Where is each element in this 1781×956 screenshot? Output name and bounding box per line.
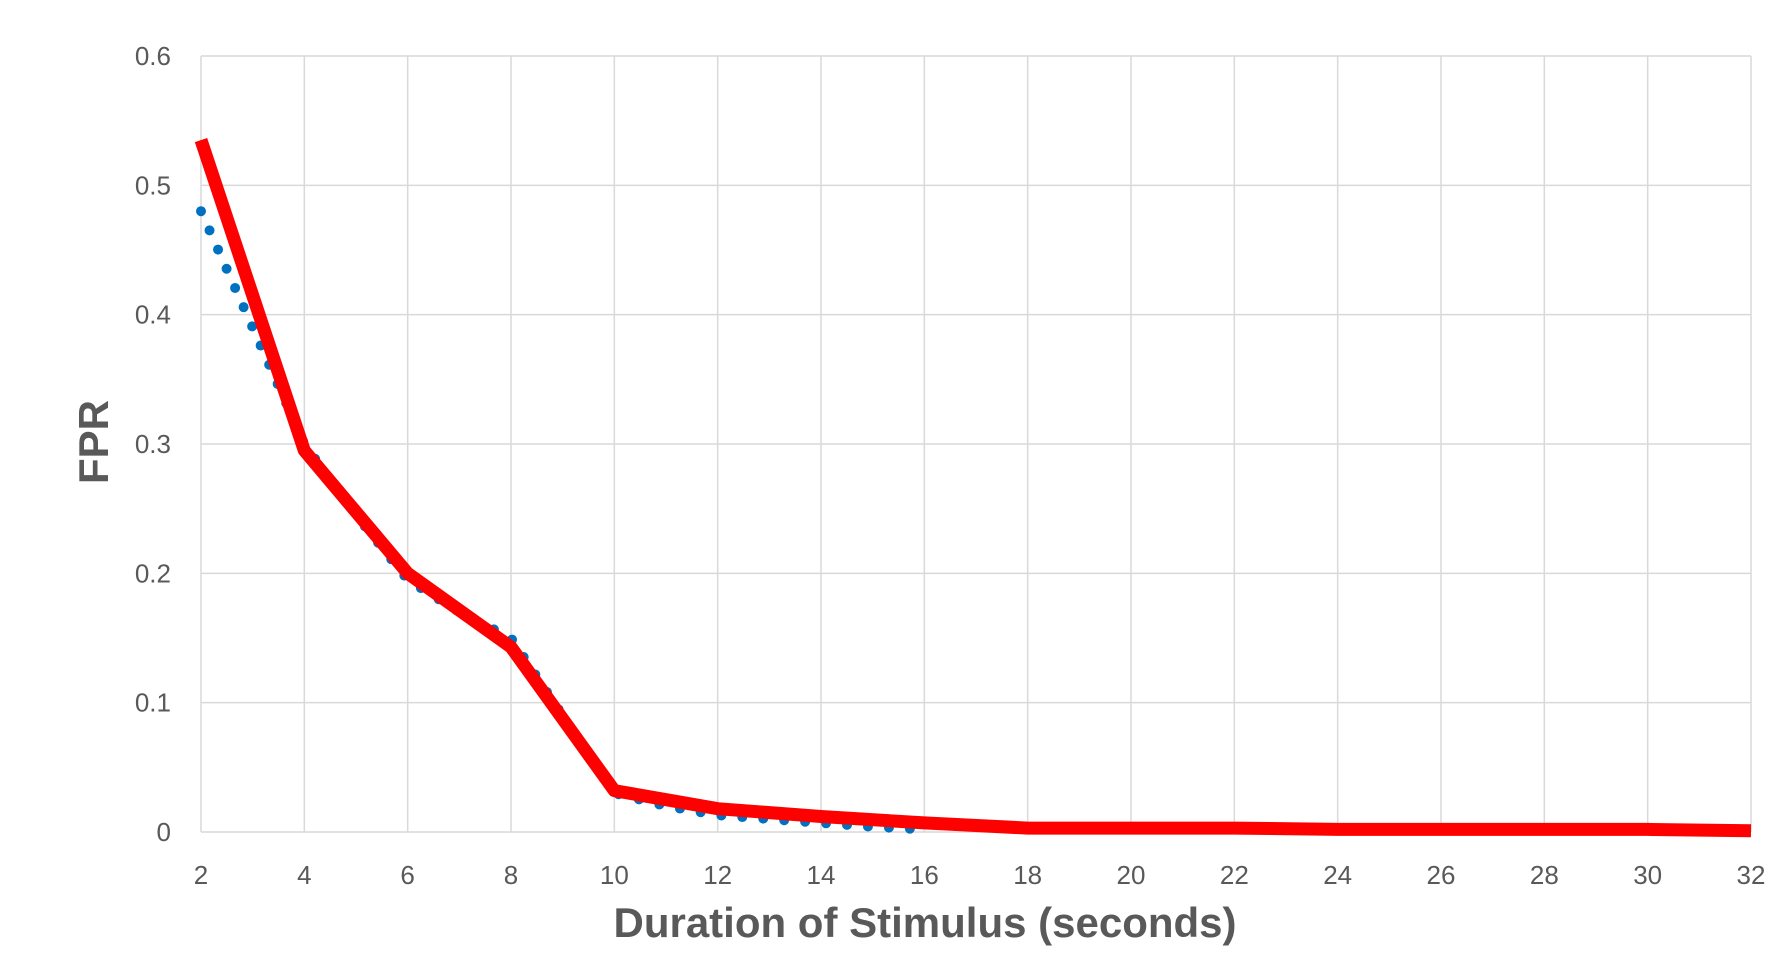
x-tick-label: 32 <box>1737 860 1766 890</box>
y-axis-title: FPR <box>70 400 117 484</box>
gridlines <box>200 55 1752 833</box>
y-tick-label: 0 <box>157 817 171 847</box>
x-tick-label: 22 <box>1220 860 1249 890</box>
x-tick-label: 26 <box>1427 860 1456 890</box>
y-tick-label: 0.1 <box>135 688 171 718</box>
series-layer <box>194 138 1752 838</box>
x-tick-label: 4 <box>297 860 311 890</box>
tick-labels: 2 4 6 8 10 12 14 16 18 20 22 24 26 28 30 3200.10.20.30.… <box>135 41 1766 890</box>
y-tick-label: 0.3 <box>135 429 171 459</box>
x-tick-label: 10 <box>600 860 629 890</box>
x-tick-label: 20 <box>1117 860 1146 890</box>
x-tick-label: 12 <box>703 860 732 890</box>
x-tick-label: 18 <box>1013 860 1042 890</box>
x-tick-label: 30 <box>1633 860 1662 890</box>
x-tick-label: 16 <box>910 860 939 890</box>
y-tick-label: 0.5 <box>135 170 171 200</box>
x-tick-label: 28 <box>1530 860 1559 890</box>
x-tick-label: 2 <box>194 860 208 890</box>
x-axis-title: Duration of Stimulus (seconds) <box>613 899 1236 946</box>
y-tick-label: 0.4 <box>135 300 171 330</box>
x-tick-label: 8 <box>504 860 518 890</box>
x-tick-label: 6 <box>400 860 414 890</box>
x-tick-label: 14 <box>807 860 836 890</box>
x-tick-label: 24 <box>1323 860 1352 890</box>
y-tick-label: 0.6 <box>135 41 171 71</box>
y-tick-label: 0.2 <box>135 558 171 588</box>
series-line-dotted <box>196 206 930 835</box>
series-line-solid <box>194 138 1752 838</box>
